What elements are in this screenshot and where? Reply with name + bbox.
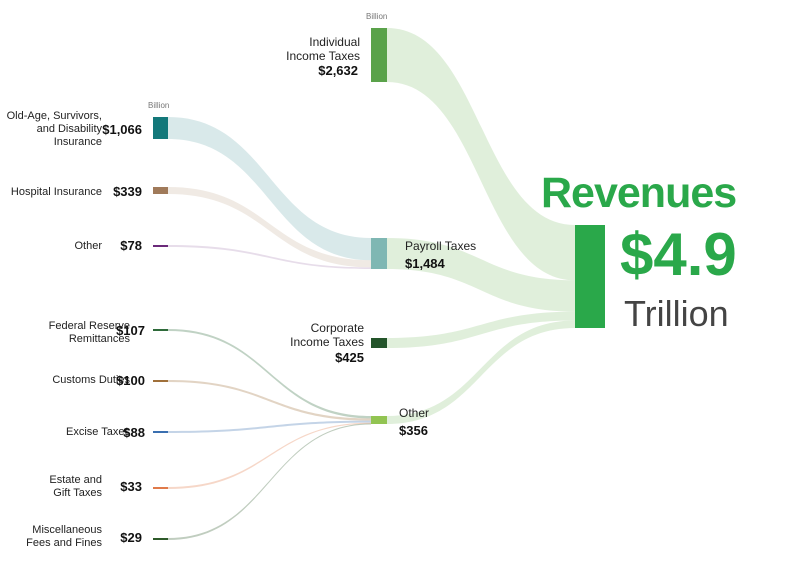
flow-excise-to-other (168, 420, 371, 433)
excise-taxes-label: Excise Taxes (66, 426, 130, 438)
billion-unit-upper: Billion (366, 12, 388, 21)
oasdi-value: $1,066 (102, 122, 142, 137)
misc-fees-label: Miscellaneous Fees and Fines (26, 524, 102, 549)
excise-taxes-value: $88 (123, 425, 145, 440)
hospital-insurance-value: $339 (113, 184, 142, 199)
revenues-total-value: $4.9 (620, 221, 737, 288)
individual-node (371, 28, 387, 82)
corporate-income-taxes-value: $425 (335, 350, 364, 365)
revenues-title: Revenues (541, 169, 737, 217)
oasdi-node (153, 117, 168, 139)
payroll-node (371, 238, 387, 269)
flow-individual-to-total (387, 28, 575, 281)
hospital-node (153, 187, 168, 194)
other-revenue-value: $356 (399, 423, 428, 438)
excise-node (153, 431, 168, 433)
flow-fed-to-other (168, 329, 371, 419)
federal-reserve-label: Federal Reserve Remittances (48, 320, 130, 345)
individual-income-taxes-value: $2,632 (318, 63, 358, 78)
revenues-total-node (575, 225, 605, 328)
misc-fees-value: $29 (120, 530, 142, 545)
payroll-taxes-label: Payroll Taxes (405, 239, 477, 253)
other-node (371, 416, 387, 424)
estate-gift-taxes-label: Estate and Gift Taxes (49, 474, 102, 499)
flow-customs-to-other (168, 380, 371, 421)
corporate-income-taxes-label: Corporate Income Taxes (290, 321, 364, 349)
estate-node (153, 487, 168, 489)
flow-misc-to-other (168, 423, 371, 540)
federal-reserve-value: $107 (116, 323, 145, 338)
other-revenue-label: Other (399, 406, 430, 420)
flow-corporate-to-total (387, 311, 575, 348)
flow-hospital-to-payroll (168, 187, 371, 268)
flow-oasdi-to-payroll (168, 117, 371, 261)
billion-unit-left: Billion (148, 101, 170, 110)
corporate-node (371, 338, 387, 348)
individual-income-taxes-label: Individual Income Taxes (286, 35, 360, 63)
payroll-taxes-value: $1,484 (405, 256, 445, 271)
flow-other-to-total (387, 320, 575, 424)
customs-duties-label: Customs Duties (52, 374, 130, 386)
payroll-other-value: $78 (120, 238, 142, 253)
payroll-other-node (153, 245, 168, 247)
flow-estate-to-other (168, 422, 371, 489)
hospital-insurance-label: Hospital Insurance (10, 186, 102, 198)
customs-node (153, 380, 168, 382)
estate-gift-taxes-value: $33 (120, 479, 142, 494)
misc-node (153, 538, 168, 540)
revenues-total-unit: Trillion (624, 293, 729, 334)
flow-payroll-other-to-payroll (168, 245, 371, 269)
flow-payroll-to-total (387, 238, 575, 312)
customs-duties-value: $100 (116, 373, 145, 388)
fed-node (153, 329, 168, 331)
payroll-other-label: Other (74, 240, 102, 252)
oasdi-label: Old-Age, Survivors, and Disability Insuran… (6, 110, 102, 148)
